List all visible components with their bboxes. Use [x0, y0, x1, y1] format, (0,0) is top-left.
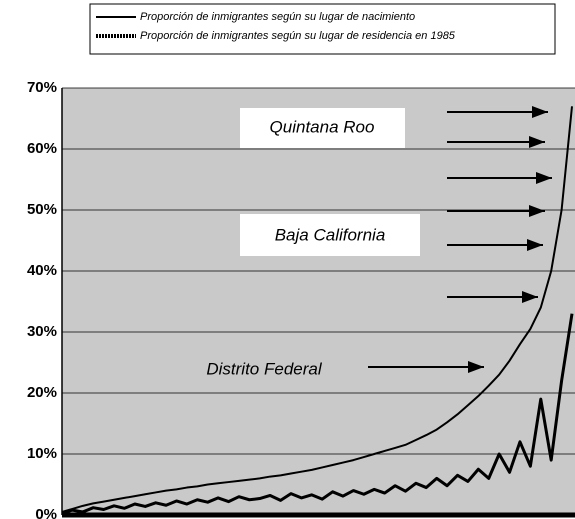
y-tick-label: 10%: [27, 445, 57, 462]
annotation: Quintana Roo: [270, 117, 375, 136]
series-line: [61, 313, 574, 515]
y-tick-label: 70%: [27, 79, 57, 96]
arrows: [368, 106, 552, 373]
series-line: [61, 106, 573, 513]
y-tick-label: 40%: [27, 262, 57, 279]
legend: [89, 3, 556, 55]
y-tick-label: 0%: [35, 506, 57, 519]
legend-label: Proporción de inmigrantes según su lugar…: [140, 11, 415, 23]
annotation: Baja California: [275, 225, 386, 244]
plot-area: [62, 88, 575, 515]
y-tick-label: 50%: [27, 201, 57, 218]
annotation: Distrito Federal: [206, 359, 322, 378]
y-tick-label: 20%: [27, 384, 57, 401]
annotation-box: [240, 108, 405, 148]
y-tick-label: 30%: [27, 323, 57, 340]
annotation-box: [240, 214, 420, 256]
y-tick-label: 60%: [27, 140, 57, 157]
legend-label: Proporción de inmigrantes según su lugar…: [140, 30, 456, 42]
